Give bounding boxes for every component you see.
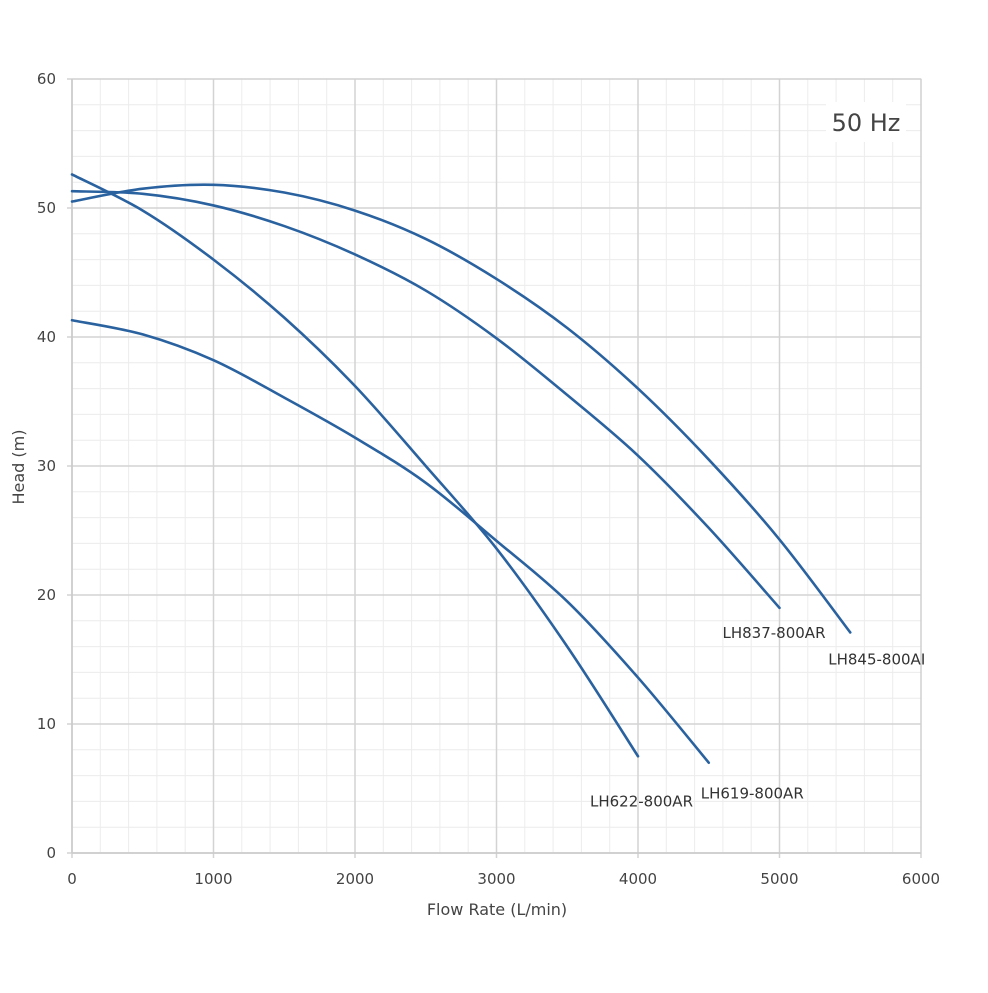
series-line-lh622-800ar [70, 173, 640, 758]
series-lines [70, 173, 852, 764]
y-axis-ticks: 0 10 20 30 40 50 60 [37, 70, 56, 862]
series-line-lh837-800ar [70, 189, 781, 610]
y-tick-label: 20 [37, 586, 56, 604]
x-tick-label: 4000 [619, 870, 657, 888]
major-grid [67, 78, 922, 858]
series-line-lh619-800ar [70, 318, 711, 764]
series-line-lh845-800ar [70, 183, 852, 634]
frequency-badge: 50 Hz [832, 109, 901, 137]
y-axis-title: Head (m) [9, 430, 28, 505]
x-tick-label: 5000 [760, 870, 798, 888]
y-tick-label: 0 [46, 844, 56, 862]
plot-area-border [71, 78, 922, 854]
x-axis-ticks: 0 1000 2000 3000 4000 5000 6000 [67, 870, 940, 888]
x-tick-label: 6000 [902, 870, 940, 888]
y-tick-label: 10 [37, 715, 56, 733]
y-tick-label: 30 [37, 457, 56, 475]
series-label: LH622-800AR [590, 792, 693, 810]
series-label: LH837-800AR [723, 624, 826, 642]
y-tick-label: 40 [37, 328, 56, 346]
y-tick-label: 60 [37, 70, 56, 88]
x-tick-label: 2000 [336, 870, 374, 888]
y-tick-label: 50 [37, 199, 56, 217]
x-tick-label: 3000 [477, 870, 515, 888]
x-axis-title: Flow Rate (L/min) [427, 900, 567, 919]
series-labels: LH622-800AR LH619-800AR LH837-800ARLH845-8… [590, 624, 925, 810]
frequency-badge-background [826, 102, 906, 142]
x-tick-label: 1000 [194, 870, 232, 888]
x-tick-label: 0 [67, 870, 77, 888]
series-label: LH845-800AI [828, 650, 925, 668]
series-label: LH619-800AR [701, 785, 804, 803]
